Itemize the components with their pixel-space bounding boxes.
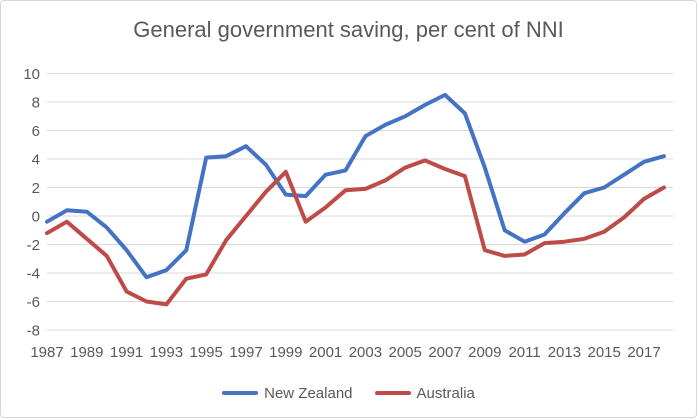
x-axis-tick-label: 1999: [269, 344, 302, 361]
x-axis-tick-label: 2001: [309, 344, 342, 361]
x-axis-tick-label: 1991: [110, 344, 143, 361]
x-axis-tick-label: 1995: [190, 344, 223, 361]
y-axis-tick-label: -6: [27, 294, 40, 311]
y-axis-tick-label: 2: [32, 180, 40, 197]
legend-label-australia: Australia: [416, 384, 475, 402]
x-axis-tick-label: 1987: [30, 344, 63, 361]
x-axis-tick-label: 2011: [508, 344, 540, 361]
x-axis-tick-label: 2017: [627, 344, 660, 361]
legend-label-new-zealand: New Zealand: [264, 384, 353, 402]
y-axis-tick-label: -4: [27, 266, 40, 283]
y-axis-tick-label: 4: [32, 152, 40, 169]
x-axis-tick-label: 2005: [389, 344, 422, 361]
x-axis-tick-label: 1997: [229, 344, 262, 361]
x-axis-tick-label: 2009: [468, 344, 501, 361]
y-axis-tick-label: 10: [23, 66, 40, 83]
y-axis-tick-label: 6: [32, 123, 40, 140]
australia-line-swatch-icon: [374, 391, 411, 395]
x-axis-tick-label: 1993: [150, 344, 183, 361]
legend-item-australia[interactable]: Australia: [374, 384, 475, 402]
chart-title: General government saving, per cent of N…: [133, 17, 564, 42]
y-axis-tick-label: -2: [27, 237, 40, 254]
x-axis-tick-label: 1989: [70, 344, 103, 361]
y-axis-tick-label: 0: [32, 209, 40, 226]
y-axis-tick-label: 8: [32, 95, 40, 112]
x-axis-tick-label: 2003: [349, 344, 382, 361]
series-line-new-zealand[interactable]: [45, 92, 666, 280]
legend-item-new-zealand[interactable]: New Zealand: [222, 384, 353, 402]
new-zealand-line-swatch-icon: [222, 391, 259, 395]
y-axis-tick-label: -8: [27, 323, 40, 340]
series-line-australia[interactable]: [45, 158, 666, 307]
x-axis-tick-label: 2015: [588, 344, 621, 361]
chart-legend: New Zealand Australia: [1, 382, 696, 404]
x-axis-tick-label: 2013: [548, 344, 581, 361]
x-axis-tick-label: 2007: [428, 344, 461, 361]
